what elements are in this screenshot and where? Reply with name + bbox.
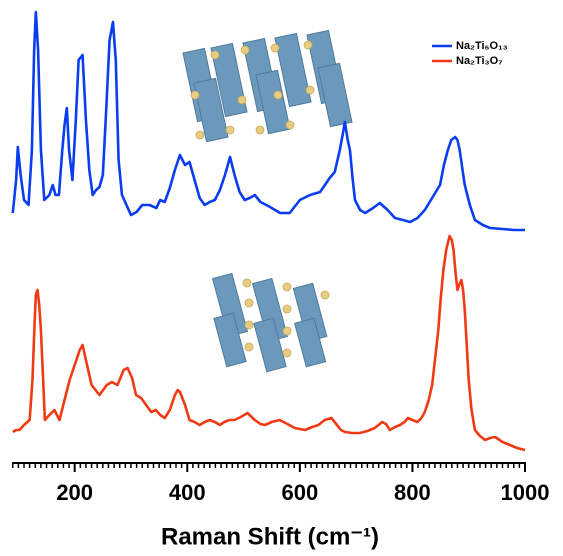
x-tick-label: 400 [169,480,206,505]
crystal-structure-bottom [213,273,329,371]
x-axis-label: Raman Shift (cm⁻¹) [161,523,379,550]
x-tick-label: 1000 [501,480,550,505]
x-tick-label: 600 [281,480,318,505]
legend-label: Na₂Ti₃O₇ [456,55,503,67]
legend-label: Na₂Ti₆O₁₃ [456,40,508,52]
chart: Raman Shift (cm⁻¹) 200 400 600 800 1000 Na₂Ti… [0,0,563,556]
x-tick-label: 200 [56,480,93,505]
crystal-structure-top [183,30,352,141]
x-tick-label: 800 [394,480,431,505]
